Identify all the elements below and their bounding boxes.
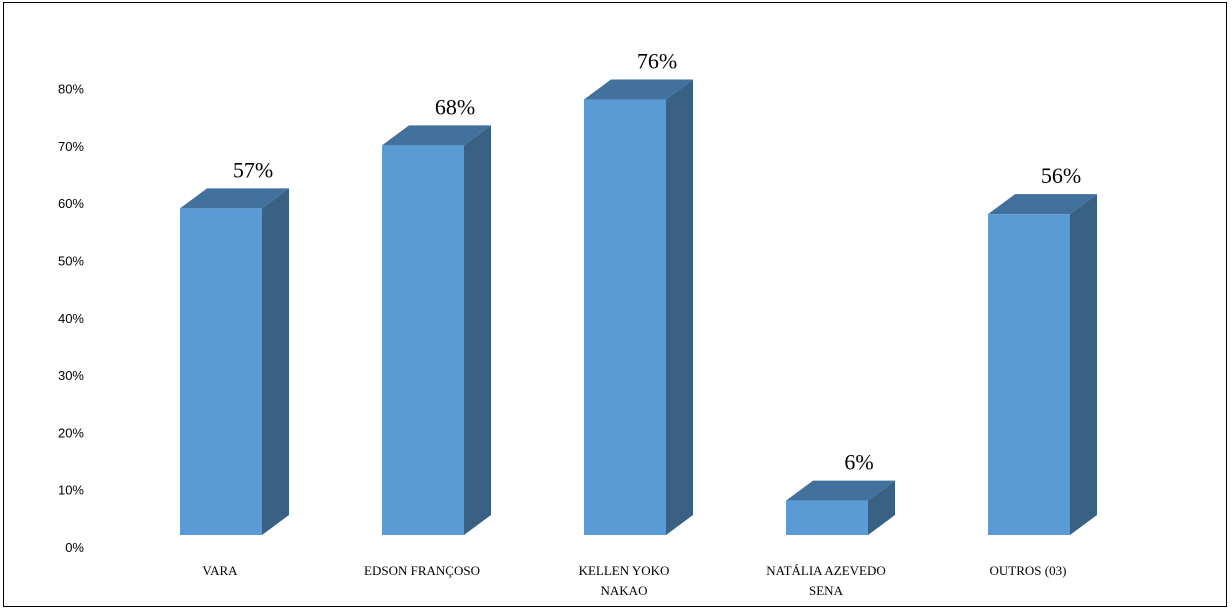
bars <box>180 79 1097 536</box>
y-tick-label: 0% <box>65 540 84 555</box>
chart-frame: 0% 10% 20% 30% 40% 50% 60% 70% 80% 57% 68% 76% 6% 56… <box>3 2 1227 607</box>
category-label: NATÁLIA AZEVEDO SENA <box>766 563 886 598</box>
bar-top <box>584 79 693 100</box>
bar-front <box>584 99 666 536</box>
data-labels: 57% 68% 76% 6% 56% <box>233 49 1081 475</box>
bar-top <box>988 194 1097 215</box>
bar-side <box>666 79 693 536</box>
category-label: EDSON FRANÇOSO <box>364 563 480 578</box>
bar <box>988 194 1097 535</box>
data-label: 6% <box>844 450 873 475</box>
y-tick-label: 30% <box>58 368 84 383</box>
category-label: VARA <box>202 563 238 578</box>
category-labels: VARA EDSON FRANÇOSO KELLEN YOKO NAKAO NATÁLI… <box>202 563 1066 598</box>
bar-top <box>382 125 491 146</box>
bar-front <box>988 214 1070 535</box>
data-label: 57% <box>233 157 273 182</box>
bar-side <box>262 188 289 535</box>
bar-side <box>868 480 895 535</box>
bar <box>584 79 693 536</box>
bar-front <box>382 145 464 536</box>
bar-front <box>180 208 262 535</box>
data-label: 56% <box>1041 163 1081 188</box>
category-label: OUTROS (03) <box>990 563 1067 578</box>
bar-side <box>1070 194 1097 535</box>
data-label: 68% <box>435 94 475 119</box>
bar <box>382 125 491 536</box>
bar-chart: 0% 10% 20% 30% 40% 50% 60% 70% 80% 57% 68% 76% 6% 56… <box>58 49 1097 598</box>
bar-side <box>464 125 491 536</box>
y-axis-ticks: 0% 10% 20% 30% 40% 50% 60% 70% 80% <box>58 82 84 555</box>
y-tick-label: 40% <box>58 311 84 326</box>
y-tick-label: 70% <box>58 139 84 154</box>
bar-front <box>786 500 868 535</box>
bar <box>180 188 289 535</box>
bar-top <box>786 480 895 501</box>
y-tick-label: 80% <box>58 82 84 97</box>
y-tick-label: 20% <box>58 425 84 440</box>
y-tick-label: 60% <box>58 196 84 211</box>
category-label: KELLEN YOKO NAKAO <box>579 563 670 598</box>
y-tick-label: 10% <box>58 483 84 498</box>
bar-top <box>180 188 289 209</box>
data-label: 76% <box>637 49 677 74</box>
y-tick-label: 50% <box>58 254 84 269</box>
bar <box>786 480 895 535</box>
